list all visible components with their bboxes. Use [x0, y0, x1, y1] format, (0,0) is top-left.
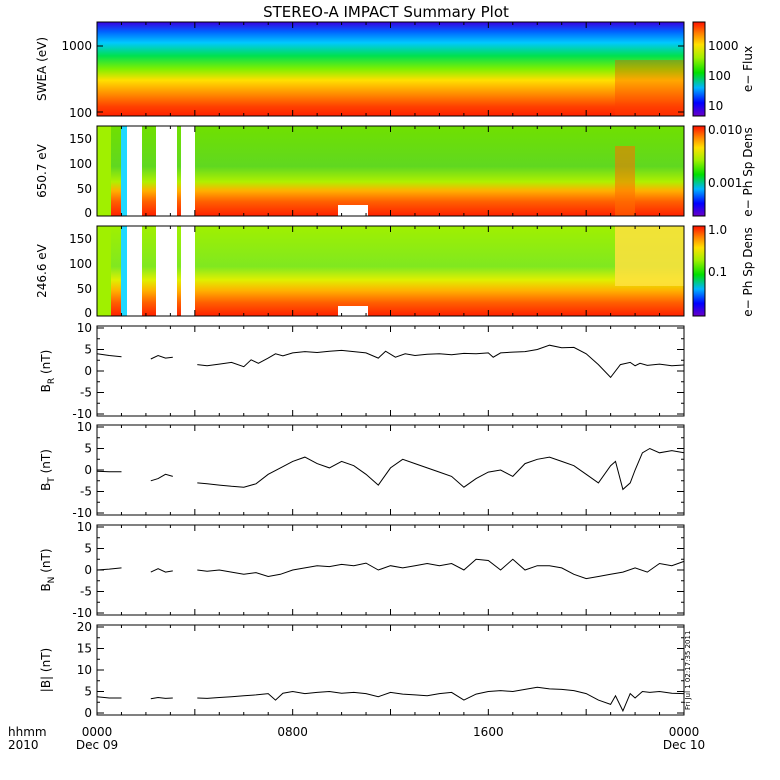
- pad246-ytick-100: 100: [69, 257, 92, 271]
- pad246-colorbar: [692, 225, 706, 317]
- br-ytick-label: 0: [84, 364, 92, 378]
- pad650-ytick-100: 100: [69, 157, 92, 171]
- pad246-heatmap: [111, 226, 684, 316]
- bmag-ytick-label: 5: [84, 685, 92, 699]
- time-tick-label: 0000: [669, 725, 700, 739]
- bn-panel: 10 5 0 -5 -10 BN (nT): [39, 520, 685, 620]
- swea-cbar-tick-100: 100: [708, 69, 731, 83]
- bt-ytick-label: 10: [77, 420, 92, 434]
- br-series-segment: [96, 353, 122, 358]
- swea-heatmap: [97, 22, 684, 116]
- time-tick-label: 0000: [82, 725, 113, 739]
- pad650-cbar-label: e− Ph Sp Dens: [741, 127, 755, 216]
- pad246-gap-2: [156, 226, 177, 316]
- bmag-ytick-label: 10: [77, 663, 92, 677]
- swea-ylabel: SWEA (eV): [35, 37, 49, 101]
- pad246-ytick-0: 0: [84, 306, 92, 320]
- bn-ytick-label: 10: [77, 520, 92, 534]
- pad650-heatmap: [111, 126, 684, 216]
- pad650-gap-3: [181, 126, 195, 216]
- pad246-gap-3: [181, 226, 195, 316]
- time-axis-row2-label: 2010: [8, 738, 39, 752]
- swea-ytick-100: 100: [69, 106, 92, 120]
- time-tick-label: 0800: [277, 725, 308, 739]
- pad246-cbar-tick-1: 1.0: [708, 223, 727, 237]
- side-stamp: Fri Jul 1 02:17:35 2011: [684, 631, 692, 710]
- pad650-cbar-tick-0010: 0.010: [708, 123, 742, 137]
- bt-frame: [96, 424, 685, 516]
- bt-panel: 10 5 0 -5 -10 BT (nT): [39, 420, 685, 520]
- pad650-strip-early: [121, 126, 127, 216]
- plot-title: STEREO-A IMPACT Summary Plot: [263, 3, 509, 21]
- bn-series-segment: [150, 568, 173, 573]
- pad246-strip-early: [121, 226, 127, 316]
- pad650-ytick-150: 150: [69, 132, 92, 146]
- pad246-panel: 246.6 eV 150 100 50 0 1.0 0.1 e− Ph Sp D…: [35, 223, 755, 320]
- pad650-panel: 650.7 eV 150 100 50 0 0.010 0.001 e− Ph …: [35, 123, 755, 220]
- pad246-ylabel: 246.6 eV: [35, 243, 49, 298]
- bt-series-segment: [197, 447, 685, 491]
- bn-ytick-label: 5: [84, 542, 92, 556]
- bmag-ylabel: |B| (nT): [39, 648, 53, 692]
- bmag-panel: 20 15 10 5 0 |B| (nT): [39, 620, 685, 720]
- pad650-colorbar: [692, 125, 706, 217]
- bmag-series-segment: [197, 686, 685, 713]
- swea-cbar-label: e− Flux: [741, 46, 755, 92]
- bn-ytick-label: 0: [84, 563, 92, 577]
- bmag-series-segment: [96, 696, 122, 699]
- bn-series-segment: [96, 567, 122, 571]
- bmag-series-segment: [150, 696, 173, 700]
- pad650-gap-2: [156, 126, 177, 216]
- bt-ytick-label: -5: [80, 485, 92, 499]
- pad246-late-enhancement: [615, 226, 684, 286]
- br-series-segment: [150, 354, 173, 360]
- pad246-ytick-50: 50: [77, 282, 92, 296]
- pad650-ytick-0: 0: [84, 206, 92, 220]
- bn-ylabel: BN (nT): [39, 548, 57, 591]
- time-tick-label: 1600: [473, 725, 504, 739]
- bmag-ytick-label: 15: [77, 642, 92, 656]
- pad246-gap-1: [127, 226, 142, 316]
- br-series-segment: [197, 344, 685, 379]
- pad246-cbar-label: e− Ph Sp Dens: [741, 227, 755, 316]
- bn-series-segment: [197, 558, 685, 580]
- br-ylabel: BR (nT): [39, 350, 57, 393]
- pad650-gap-1: [127, 126, 142, 216]
- pad650-ylabel: 650.7 eV: [35, 143, 49, 198]
- br-frame: [96, 325, 685, 417]
- bmag-ytick-label: 20: [77, 620, 92, 634]
- br-ytick-label: -5: [80, 386, 92, 400]
- swea-cbar-tick-10: 10: [708, 99, 723, 113]
- bn-ytick-label: -10: [72, 606, 92, 620]
- bn-frame: [96, 524, 685, 616]
- swea-panel: SWEA (eV) 1000 100 1000 100 10 e− Flux: [35, 21, 755, 120]
- time-tick-date: Dec 10: [663, 738, 705, 752]
- pad246-cbar-tick-01: 0.1: [708, 265, 727, 279]
- bn-ytick-label: -5: [80, 585, 92, 599]
- swea-ytick-1000: 1000: [61, 39, 92, 53]
- pad650-cbar-tick-0001: 0.001: [708, 176, 742, 190]
- br-panel: 10 5 0 -5 -10 BR (nT): [39, 321, 685, 421]
- bmag-ytick-label: 0: [84, 706, 92, 720]
- bmag-frame: [96, 624, 685, 716]
- bt-ytick-label: 0: [84, 463, 92, 477]
- swea-colorbar: [692, 21, 706, 117]
- time-axis-row1-label: hhmm: [8, 725, 47, 739]
- bt-series-segment: [150, 473, 173, 482]
- pad246-ytick-150: 150: [69, 232, 92, 246]
- swea-late-enhancement: [615, 60, 684, 116]
- br-ytick-label: 5: [84, 343, 92, 357]
- bt-ytick-label: 5: [84, 442, 92, 456]
- bt-ylabel: BT (nT): [39, 449, 57, 491]
- time-tick-date: Dec 09: [76, 738, 118, 752]
- br-ytick-label: -10: [72, 407, 92, 421]
- pad650-ytick-50: 50: [77, 182, 92, 196]
- bt-ytick-label: -10: [72, 506, 92, 520]
- br-ytick-label: 10: [77, 321, 92, 335]
- swea-cbar-tick-1000: 1000: [708, 39, 739, 53]
- pad650-late-enhancement: [615, 146, 635, 216]
